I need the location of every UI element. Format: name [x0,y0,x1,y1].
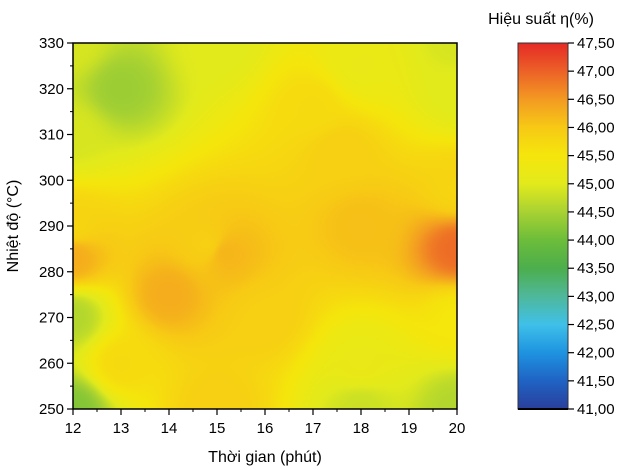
colorbar-tick-label: 46,50 [577,91,615,108]
heatmap-surface [73,43,457,409]
y-tick-label: 320 [39,81,64,98]
y-tick-label: 330 [39,35,64,52]
x-tick-label: 18 [353,420,370,437]
colorbar-tick-label: 44,50 [577,204,615,221]
colorbar-tick-label: 43,50 [577,260,615,277]
colorbar-tick-label: 42,00 [577,345,615,362]
colorbar-tick-label: 46,00 [577,119,615,136]
colorbar-tick-label: 41,50 [577,373,615,390]
y-axis-title: Nhiệt độ (°C) [5,180,22,273]
x-axis: 12 13 14 15 16 17 18 19 20 [65,409,466,437]
x-tick-label: 13 [113,420,130,437]
x-tick-label: 16 [257,420,274,437]
colorbar-tick-label: 41,00 [577,401,615,418]
colorbar-tick-label: 47,50 [577,35,615,52]
y-tick-label: 270 [39,310,64,327]
x-tick-label: 15 [209,420,226,437]
x-tick-label: 19 [401,420,418,437]
y-tick-label: 300 [39,172,64,189]
colorbar-tick-label: 47,00 [577,63,615,80]
y-tick-label: 290 [39,218,64,235]
colorbar: Hiệu suất η(%) 41,00 41,50 42,00 42,50 43,00… [488,11,614,418]
colorbar-title: Hiệu suất η(%) [488,11,594,28]
y-tick-label: 250 [39,401,64,418]
colorbar-ticks: 41,00 41,50 42,00 42,50 43,00 43,50 44,00 44,50… [518,35,615,418]
x-tick-label: 17 [305,420,322,437]
y-tick-label: 280 [39,264,64,281]
y-axis: 250 260 270 280 290 300 310 320 330 [39,35,73,418]
colorbar-gradient [517,42,569,410]
plot-area [72,42,458,410]
x-tick-label: 14 [161,420,178,437]
x-tick-label: 20 [449,420,466,437]
y-tick-label: 260 [39,355,64,372]
x-axis-title: Thời gian (phút) [208,449,322,466]
colorbar-tick-label: 45,00 [577,176,615,193]
y-tick-label: 310 [39,127,64,144]
colorbar-tick-label: 45,50 [577,148,615,165]
colorbar-tick-label: 42,50 [577,317,615,334]
colorbar-tick-label: 44,00 [577,232,615,249]
x-tick-label: 12 [65,420,82,437]
colorbar-tick-label: 43,00 [577,288,615,305]
